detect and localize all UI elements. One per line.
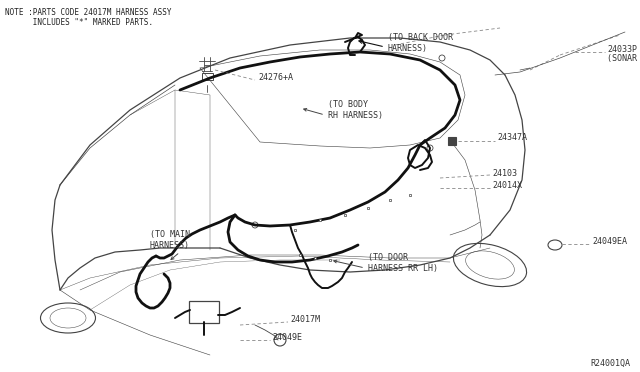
Text: R24001QA: R24001QA [590,359,630,368]
Text: (TO BACK DOOR
HARNESS): (TO BACK DOOR HARNESS) [388,33,453,53]
Text: (TO MAIN
HARNESS): (TO MAIN HARNESS) [150,230,190,250]
Text: 24033P: 24033P [607,45,637,55]
Text: (TO DOOR
HARNESS RR LH): (TO DOOR HARNESS RR LH) [368,253,438,273]
Text: (TO BODY
RH HARNESS): (TO BODY RH HARNESS) [328,100,383,120]
Text: 24017M: 24017M [290,315,320,324]
Text: INCLUDES "*" MARKED PARTS.: INCLUDES "*" MARKED PARTS. [5,18,153,27]
Text: 24103: 24103 [492,169,517,177]
FancyBboxPatch shape [448,137,456,145]
Text: 24049EA: 24049EA [592,237,627,247]
Text: 24347A: 24347A [497,134,527,142]
Text: 24049E: 24049E [272,334,302,343]
Text: 24014X: 24014X [492,182,522,190]
Text: NOTE :PARTS CODE 24017M HARNESS ASSY: NOTE :PARTS CODE 24017M HARNESS ASSY [5,8,172,17]
Text: 24276+A: 24276+A [258,74,293,83]
FancyBboxPatch shape [202,73,212,80]
Text: (SONAR HARNESS): (SONAR HARNESS) [607,54,640,62]
FancyBboxPatch shape [189,301,219,323]
